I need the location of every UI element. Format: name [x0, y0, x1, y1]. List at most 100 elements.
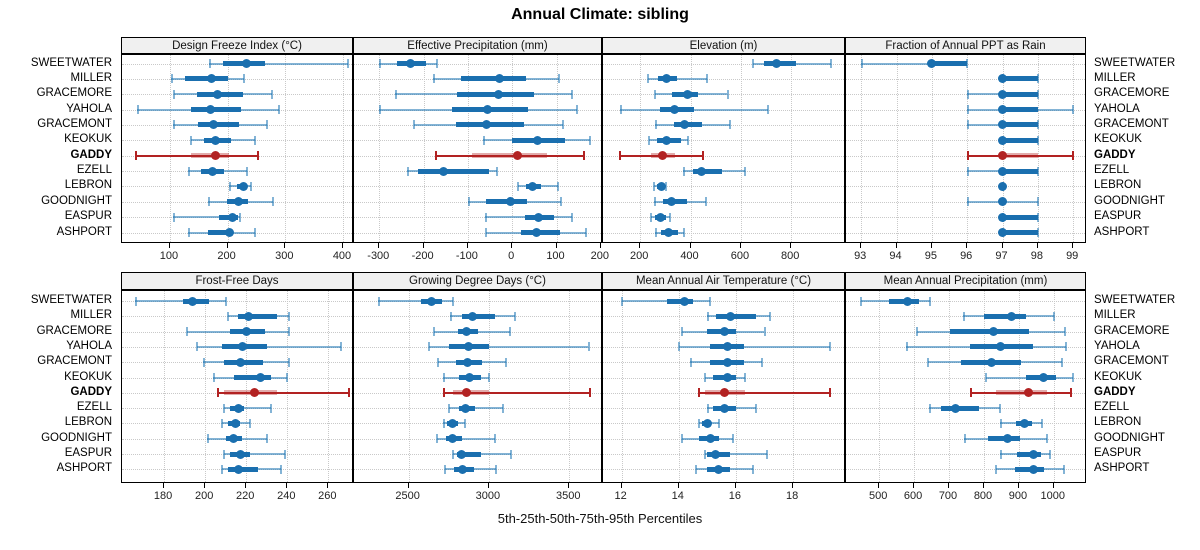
median-dot [243, 311, 253, 321]
whisker-cap-high [347, 388, 350, 398]
axis-tick [895, 243, 897, 248]
whisker-cap-low [186, 327, 189, 337]
station-label-right-goodnight: GOODNIGHT [1094, 431, 1165, 444]
iqr-band [208, 230, 234, 235]
axis-tick [930, 243, 932, 248]
whisker-cap-high [1036, 135, 1039, 145]
whisker-cap-low [134, 151, 137, 161]
axis-tick-label: 99 [1066, 250, 1079, 262]
median-dot [211, 151, 220, 161]
axis-tick-label: 220 [236, 490, 255, 502]
station-label-right-miller: MILLER [1094, 309, 1136, 322]
whisker-cap-low [698, 418, 701, 428]
panel-title: Mean Annual Precipitation (mm) [883, 275, 1048, 287]
median-dot [995, 342, 1005, 352]
whisker-cap-low [170, 74, 173, 84]
gridline-horizontal [846, 109, 1085, 111]
whisker-cap-high [829, 59, 832, 68]
whisker-cap-high [451, 296, 454, 306]
median-dot [213, 89, 223, 99]
panel-strip-mean-annual-precipitation-mm: Mean Annual Precipitation (mm) [845, 272, 1086, 290]
iqr-band [1002, 230, 1038, 235]
whisker-cap-low [681, 434, 684, 444]
median-dot [772, 59, 782, 68]
whisker-cap-high [575, 105, 578, 115]
whisker-cap-low [860, 59, 863, 68]
axis-tick [790, 243, 792, 248]
whisker-cap-high [346, 59, 349, 68]
gridline-vertical [512, 55, 514, 242]
median-dot [722, 357, 732, 367]
gridline-horizontal [354, 63, 601, 65]
whisker-cap-low [966, 105, 969, 115]
gridline-horizontal [603, 78, 844, 80]
axis-tick-label: 0 [508, 250, 515, 262]
axis-tick-label: 500 [869, 490, 888, 502]
median-dot [696, 166, 706, 176]
axis-tick [555, 243, 557, 248]
axis-tick [1036, 243, 1038, 248]
whisker-cap-low [173, 89, 176, 99]
whisker-cap-low [452, 449, 455, 459]
station-label-right-gracemore: GRACEMORE [1094, 87, 1170, 100]
whisker-cap-low [482, 135, 485, 145]
whisker-cap-high [589, 388, 592, 398]
whisker-cap-low [860, 296, 863, 306]
axis-tick [466, 243, 468, 248]
whisker-cap-low [377, 296, 380, 306]
station-label-right-miller: MILLER [1094, 71, 1136, 84]
whisker-cap-high [269, 403, 272, 413]
median-dot [234, 197, 244, 207]
median-dot [461, 403, 471, 413]
whisker-cap-low [966, 166, 969, 176]
median-dot [987, 357, 997, 367]
iqr-band [472, 153, 548, 159]
station-label-right-ashport: ASHPORT [1094, 225, 1150, 238]
axis-tick-label: 200 [217, 250, 236, 262]
whisker-cap-low [999, 418, 1002, 428]
iqr-band [238, 313, 277, 319]
whisker-cap-high [829, 388, 832, 398]
station-label-left-gracemore: GRACEMORE [36, 324, 112, 337]
whisker-cap-low [217, 388, 219, 398]
median-dot [998, 74, 1007, 84]
whisker-cap-low [136, 105, 139, 115]
gridline-vertical [640, 55, 642, 242]
whisker-cap-low [621, 296, 624, 306]
gridline-vertical [690, 55, 692, 242]
whisker-cap-low [985, 373, 988, 382]
whisker-cap-low [187, 228, 190, 237]
station-label-left-goodnight: GOODNIGHT [41, 194, 112, 207]
whisker-cap-high [1072, 373, 1074, 382]
whisker-cap-high [435, 59, 438, 68]
axis-tick [792, 483, 794, 488]
station-label-right-ezell: EZELL [1094, 401, 1130, 414]
panel-design-freeze-index-c [121, 54, 353, 243]
iqr-band [190, 153, 229, 159]
station-label-left-gracemont: GRACEMONT [37, 117, 112, 130]
panel-strip-effective-precipitation-mm: Effective Precipitation (mm) [353, 37, 602, 54]
station-label-right-yahola: YAHOLA [1094, 339, 1140, 352]
panel-elevation-m [602, 54, 845, 243]
gridline-horizontal [846, 232, 1085, 234]
whisker-cap-high [224, 296, 227, 306]
station-label-left-miller: MILLER [70, 71, 112, 84]
whisker-cap-high [249, 181, 252, 191]
axis-tick-label: -100 [455, 250, 478, 262]
iqr-band [1002, 122, 1038, 128]
whisker-cap-high [744, 166, 747, 176]
panel-strip-design-freeze-index-c: Design Freeze Index (°C) [121, 37, 353, 54]
median-dot [1006, 311, 1016, 321]
median-dot [711, 449, 721, 459]
median-dot [1028, 464, 1038, 474]
whisker-cap-low [927, 357, 930, 367]
median-dot [207, 74, 216, 84]
station-label-left-yahola: YAHOLA [66, 102, 112, 115]
whisker-cap-high [1065, 342, 1068, 352]
median-dot [664, 228, 674, 237]
station-label-left-sweetwater: SWEETWATER [30, 294, 112, 306]
gridline-horizontal [354, 186, 601, 188]
gridline-vertical [984, 291, 985, 482]
median-dot [256, 373, 266, 382]
median-dot [505, 197, 515, 207]
